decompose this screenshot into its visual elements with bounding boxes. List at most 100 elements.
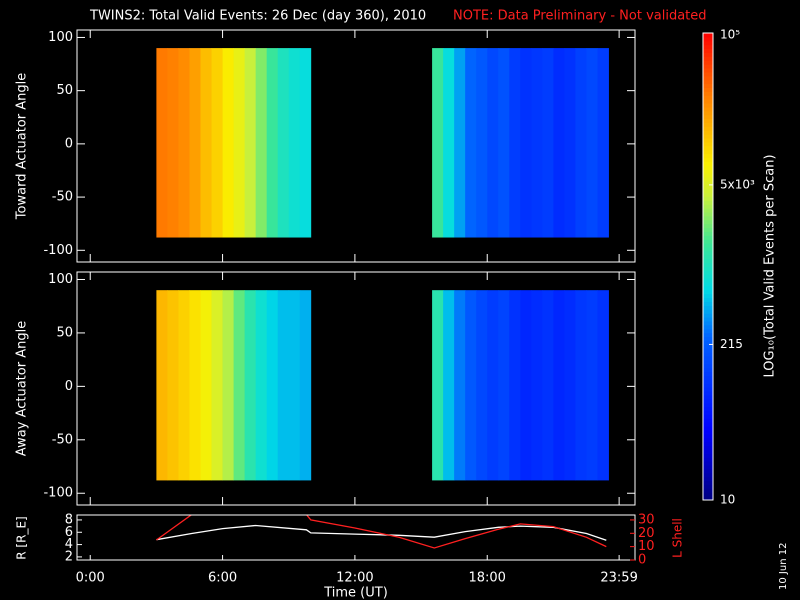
heatmap-cell bbox=[564, 48, 576, 238]
series-line bbox=[156, 524, 607, 541]
colorbar-cell bbox=[703, 138, 713, 143]
colorbar-cell bbox=[703, 418, 713, 423]
x-axis-label: Time (UT) bbox=[323, 586, 388, 600]
colorbar-cell bbox=[703, 406, 713, 411]
colorbar-cell bbox=[703, 40, 713, 46]
colorbar-cell bbox=[703, 71, 713, 77]
heatmap-cell bbox=[542, 290, 554, 481]
heatmap-cell bbox=[299, 48, 312, 238]
heatmap-cell bbox=[597, 290, 609, 481]
colorbar-cell bbox=[703, 243, 713, 248]
heatmap-cell bbox=[277, 48, 290, 238]
y2-axis-label: L Shell bbox=[671, 518, 685, 558]
colorbar-cell bbox=[703, 414, 713, 419]
colorbar-cell bbox=[703, 176, 713, 182]
colorbar-cell bbox=[703, 184, 713, 190]
colorbar-cell bbox=[703, 83, 713, 88]
heatmap-cell bbox=[222, 290, 234, 481]
colorbar-cell bbox=[703, 68, 713, 73]
heatmap-cell bbox=[586, 290, 598, 481]
y-tick-label: -50 bbox=[52, 432, 73, 447]
colorbar-cell bbox=[703, 480, 713, 485]
colorbar-cell bbox=[703, 453, 713, 458]
heatmap-cell bbox=[266, 48, 279, 238]
colorbar-cell bbox=[703, 426, 713, 431]
y2-tick-label: 20 bbox=[638, 526, 655, 541]
note: NOTE: Data Preliminary - Not validated bbox=[453, 9, 707, 24]
y-axis-label: Away Actuator Angle bbox=[15, 321, 30, 456]
colorbar-cell bbox=[703, 258, 713, 264]
colorbar-cell bbox=[703, 398, 713, 404]
heatmap-cell bbox=[476, 290, 488, 481]
colorbar-cell bbox=[703, 476, 713, 482]
heatmap-cell bbox=[575, 290, 587, 481]
colorbar-cell bbox=[703, 235, 713, 240]
date-stamp: 10 Jun 12 bbox=[778, 543, 789, 590]
colorbar-cell bbox=[703, 457, 713, 462]
colorbar-cell bbox=[703, 250, 713, 256]
heatmap-cell bbox=[156, 48, 168, 238]
colorbar-cell bbox=[703, 461, 713, 466]
heatmap-cell bbox=[266, 290, 279, 481]
y-tick-label: -100 bbox=[43, 243, 73, 258]
heatmap-cell bbox=[432, 48, 444, 238]
colorbar-cell bbox=[703, 75, 713, 81]
heatmap-cell bbox=[509, 48, 521, 238]
heatmap-cell bbox=[476, 48, 488, 238]
y-tick-label: 6 bbox=[65, 525, 73, 540]
colorbar-cell bbox=[703, 33, 713, 38]
heatmap-cell bbox=[454, 48, 466, 238]
y-tick-label: -50 bbox=[52, 190, 73, 205]
colorbar-cell bbox=[703, 289, 713, 295]
colorbar-tick-label: 10 bbox=[720, 493, 735, 507]
colorbar-cell bbox=[703, 103, 713, 108]
heatmap-cell bbox=[299, 290, 312, 481]
x-tick-label: 0:00 bbox=[76, 571, 105, 586]
heatmap-cell bbox=[531, 48, 543, 238]
y-tick-label: 100 bbox=[48, 30, 73, 45]
heatmap-cell bbox=[542, 48, 554, 238]
colorbar-cell bbox=[703, 79, 713, 85]
heatmap-cell bbox=[520, 48, 532, 238]
heatmap-cell bbox=[222, 48, 234, 238]
heatmap-cell bbox=[597, 48, 609, 238]
colorbar-cell bbox=[703, 383, 713, 388]
colorbar-cell bbox=[703, 449, 713, 454]
colorbar-cell bbox=[703, 313, 713, 318]
colorbar-cell bbox=[703, 60, 713, 65]
heatmap-cell bbox=[443, 290, 455, 481]
y-tick-label: -100 bbox=[43, 486, 73, 501]
colorbar-cell bbox=[703, 328, 713, 334]
colorbar-cell bbox=[703, 348, 713, 353]
y-axis-label: Toward Actuator Angle bbox=[15, 73, 30, 220]
colorbar-cell bbox=[703, 320, 713, 326]
heatmap-cell bbox=[509, 290, 521, 481]
colorbar-cell bbox=[703, 188, 713, 194]
heatmap-cell bbox=[255, 48, 268, 238]
colorbar-cell bbox=[703, 149, 713, 155]
y-axis-label: R [R_E] bbox=[15, 516, 29, 559]
heatmap-cell bbox=[498, 290, 510, 481]
heatmap-cell bbox=[211, 48, 223, 238]
heatmap-cell bbox=[244, 48, 257, 238]
y2-tick-label: 0 bbox=[638, 553, 646, 568]
heatmap-cell bbox=[465, 290, 477, 481]
heatmap-cell bbox=[244, 290, 257, 481]
heatmap-cell bbox=[520, 290, 532, 481]
colorbar-cell bbox=[703, 180, 713, 186]
heatmap-cell bbox=[288, 48, 301, 238]
colorbar-cell bbox=[703, 484, 713, 489]
colorbar-cell bbox=[703, 130, 713, 135]
colorbar-cell bbox=[703, 297, 713, 303]
colorbar-cell bbox=[703, 153, 713, 159]
colorbar-cell bbox=[703, 356, 713, 361]
heatmap-cell bbox=[465, 48, 477, 238]
colorbar-cell bbox=[703, 114, 713, 120]
colorbar-tick-label: 215 bbox=[720, 337, 743, 351]
colorbar-cell bbox=[703, 204, 713, 209]
colorbar-cell bbox=[703, 165, 713, 170]
colorbar-cell bbox=[703, 429, 713, 435]
colorbar-cell bbox=[703, 219, 713, 225]
y-tick-label: 100 bbox=[48, 272, 73, 287]
colorbar-cell bbox=[703, 317, 713, 322]
